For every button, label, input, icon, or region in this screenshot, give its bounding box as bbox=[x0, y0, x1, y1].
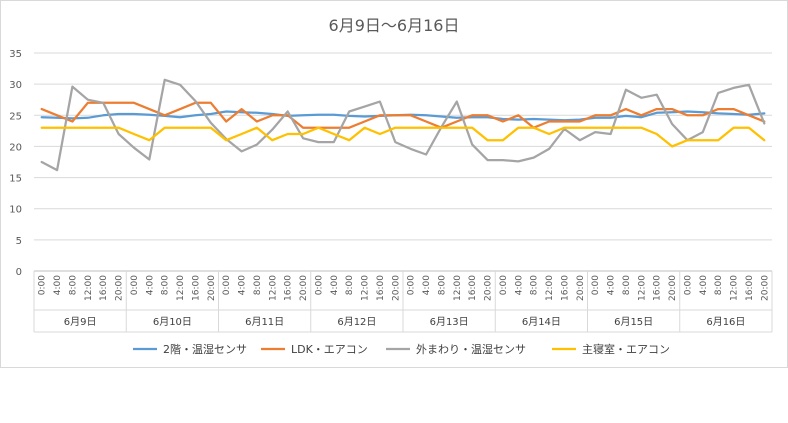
x-tick-label: 0:00 bbox=[38, 275, 48, 295]
y-tick-label: 25 bbox=[9, 111, 22, 122]
x-tick-label: 20:00 bbox=[391, 275, 401, 301]
y-axis-ticks: 0 5 10 15 20 25 30 35 bbox=[9, 49, 22, 278]
y-tick-label: 15 bbox=[9, 174, 22, 185]
x-tick-label: 0:00 bbox=[683, 275, 693, 295]
day-label: 6月16日 bbox=[706, 316, 745, 328]
x-tick-label: 20:00 bbox=[576, 275, 586, 301]
day-label: 6月10日 bbox=[153, 316, 192, 328]
x-tick-label: 8:00 bbox=[345, 275, 355, 295]
x-tick-label: 4:00 bbox=[238, 275, 248, 295]
chart-title: 6月9日～6月16日 bbox=[329, 16, 460, 35]
x-tick-label: 12:00 bbox=[545, 275, 555, 301]
x-tick-label: 8:00 bbox=[622, 275, 632, 295]
x-tick-label: 4:00 bbox=[422, 275, 432, 295]
x-tick-label: 0:00 bbox=[591, 275, 601, 295]
x-tick-label: 12:00 bbox=[730, 275, 740, 301]
x-tick-label: 8:00 bbox=[437, 275, 447, 295]
gridlines bbox=[34, 52, 772, 272]
x-tick-label: 8:00 bbox=[68, 275, 78, 295]
x-tick-label: 16:00 bbox=[99, 275, 109, 301]
x-tick-label: 4:00 bbox=[53, 275, 63, 295]
x-tick-label: 4:00 bbox=[607, 275, 617, 295]
series-line-2 bbox=[40, 101, 766, 129]
x-tick-label: 0:00 bbox=[407, 275, 417, 295]
x-tick-label: 8:00 bbox=[161, 275, 171, 295]
x-tick-label: 4:00 bbox=[145, 275, 155, 295]
x-tick-label: 8:00 bbox=[714, 275, 724, 295]
y-tick-label: 30 bbox=[9, 80, 22, 91]
x-tick-label: 12:00 bbox=[453, 275, 463, 301]
x-tick-label: 12:00 bbox=[268, 275, 278, 301]
y-tick-label: 35 bbox=[9, 49, 22, 60]
series-lines bbox=[40, 78, 766, 172]
day-label: 6月14日 bbox=[522, 316, 561, 328]
x-tick-label: 4:00 bbox=[514, 275, 524, 295]
x-tick-label: 12:00 bbox=[176, 275, 186, 301]
x-tick-label: 16:00 bbox=[653, 275, 663, 301]
x-tick-label: 12:00 bbox=[361, 275, 371, 301]
x-tick-label: 12:00 bbox=[637, 275, 647, 301]
legend-label: LDK・エアコン bbox=[291, 343, 368, 356]
y-tick-label: 10 bbox=[9, 205, 22, 216]
y-tick-label: 0 bbox=[16, 267, 22, 278]
x-tick-label: 0:00 bbox=[222, 275, 232, 295]
x-tick-label: 16:00 bbox=[376, 275, 386, 301]
line-chart: 6月9日～6月16日 0 5 10 15 20 25 30 35 0:00 4:00 8:00 12… bbox=[9, 16, 773, 356]
x-tick-label: 16:00 bbox=[560, 275, 570, 301]
x-tick-label: 8:00 bbox=[530, 275, 540, 295]
legend-label: 外まわり・温湿センサ bbox=[416, 343, 526, 356]
day-label: 6月12日 bbox=[337, 316, 376, 328]
x-tick-label: 0:00 bbox=[314, 275, 324, 295]
x-tick-label: 16:00 bbox=[745, 275, 755, 301]
series-line-4 bbox=[40, 126, 766, 148]
x-tick-label: 4:00 bbox=[699, 275, 709, 295]
series-line-3 bbox=[40, 78, 766, 172]
day-label: 6月11日 bbox=[245, 316, 284, 328]
day-label: 6月15日 bbox=[614, 316, 653, 328]
x-tick-label: 16:00 bbox=[468, 275, 478, 301]
x-tick-label: 20:00 bbox=[760, 275, 770, 301]
chart-frame: 6月9日～6月16日 0 5 10 15 20 25 30 35 0:00 4:00 8:00 12… bbox=[0, 0, 788, 368]
day-label: 6月13日 bbox=[430, 316, 469, 328]
x-tick-label: 20:00 bbox=[115, 275, 125, 301]
x-tick-label: 20:00 bbox=[484, 275, 494, 301]
x-tick-label: 16:00 bbox=[284, 275, 294, 301]
legend-label: 主寝室・エアコン bbox=[582, 342, 670, 356]
x-tick-label: 16:00 bbox=[191, 275, 201, 301]
legend-label: 2階・温湿センサ bbox=[163, 342, 247, 356]
x-tick-label: 20:00 bbox=[299, 275, 309, 301]
x-tick-label: 12:00 bbox=[84, 275, 94, 301]
x-tick-label: 8:00 bbox=[253, 275, 263, 295]
y-tick-label: 20 bbox=[9, 142, 22, 153]
x-tick-label: 0:00 bbox=[499, 275, 509, 295]
x-tick-label: 20:00 bbox=[207, 275, 217, 301]
day-label: 6月9日 bbox=[64, 316, 97, 328]
y-tick-label: 5 bbox=[16, 236, 22, 247]
x-tick-label: 4:00 bbox=[330, 275, 340, 295]
x-tick-label: 0:00 bbox=[130, 275, 140, 295]
legend: 2階・温湿センサ LDK・エアコン 外まわり・温湿センサ 主寝室・エアコン bbox=[133, 342, 670, 356]
x-axis: 0:00 4:00 8:00 12:00 16:00 20:00 0:00 4:00 8:00 1… bbox=[33, 271, 773, 333]
x-tick-label: 20:00 bbox=[668, 275, 678, 301]
